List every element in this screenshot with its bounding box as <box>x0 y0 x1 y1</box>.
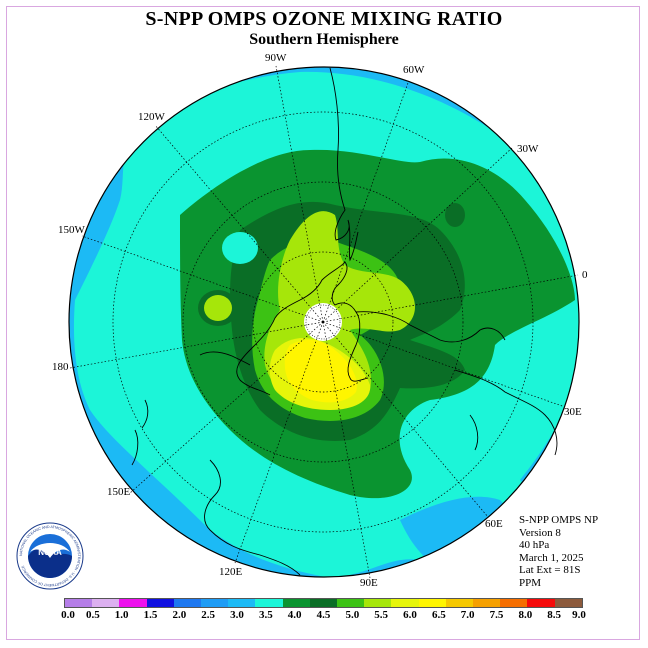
colorbar-swatch <box>445 599 474 607</box>
lon-label-150e: 150E <box>107 486 131 498</box>
field-band-6-5 <box>284 339 357 403</box>
colorbar-swatch <box>255 599 283 607</box>
colorbar-swatch <box>119 599 147 607</box>
ross-sea-coast <box>199 351 251 366</box>
info-version: Version 8 <box>519 526 561 539</box>
colorbar-tick-label: 1.5 <box>143 609 158 621</box>
lon-label-180: 180 <box>52 361 69 373</box>
globe-outline <box>68 66 580 578</box>
lon-label-150w: 150W <box>58 224 86 236</box>
logo-text: NOAA <box>38 548 62 557</box>
info-date: March 1, 2025 <box>519 551 584 564</box>
plot-frame <box>6 6 640 640</box>
map-title: S-NPP OMPS OZONE MIXING RATIO <box>145 8 503 30</box>
field-patch-3-5 <box>222 232 258 264</box>
colorbar-swatch <box>337 599 365 607</box>
colorbar <box>64 598 583 608</box>
colorbar-tick-label: 4.0 <box>287 609 302 621</box>
colorbar-swatch <box>173 599 202 607</box>
colorbar-tick-label: 6.5 <box>431 609 446 621</box>
colorbar-swatch <box>527 599 555 607</box>
madagascar-coast <box>469 414 479 451</box>
colorbar-swatch <box>418 599 446 607</box>
colorbar-swatch <box>554 599 582 607</box>
colorbar-swatch <box>65 599 93 607</box>
colorbar-tick-label: 2.0 <box>172 609 187 621</box>
colorbar-swatch <box>146 599 174 607</box>
info-lat-extent: Lat Ext = 81S <box>519 564 581 576</box>
colorbar-tick-label: 5.5 <box>374 609 389 621</box>
graticule <box>69 65 579 579</box>
colorbar-tick-label: 7.5 <box>489 609 504 621</box>
lon-label-90w: 90W <box>265 52 287 64</box>
colorbar-swatch <box>364 599 392 607</box>
pole-mask-inner <box>305 304 341 340</box>
map-subtitle: Southern Hemisphere <box>249 31 399 48</box>
south-america-coast <box>329 67 359 262</box>
colorbar-tick-label: 1.0 <box>114 609 129 621</box>
colorbar-swatch <box>228 599 256 607</box>
lon-label-120w: 120W <box>138 111 166 123</box>
colorbar-tick-label: 3.5 <box>258 609 273 621</box>
lon-label-30e: 30E <box>564 406 582 418</box>
colorbar-tick-labels: 0.0 0.5 1.0 1.5 2.0 2.5 3.0 3.5 4.0 4.5 5.0 5.5 6.0 6… <box>61 609 586 623</box>
lon-label-60w: 60W <box>403 64 425 76</box>
colorbar-tick-label: 7.0 <box>460 609 475 621</box>
colorbar-tick-label: 2.5 <box>201 609 216 621</box>
antarctica-coast-west <box>236 299 301 396</box>
ozone-field <box>69 67 579 577</box>
colorbar-swatch <box>92 599 120 607</box>
colorbar-tick-label: 4.5 <box>316 609 331 621</box>
antarctica-coast-east <box>355 311 506 343</box>
colorbar-tick-label: 8.0 <box>518 609 533 621</box>
coastlines <box>131 67 558 576</box>
field-patch-4-5-b <box>445 203 465 227</box>
colorbar-swatch <box>473 599 501 607</box>
colorbar-swatch <box>201 599 229 607</box>
longitude-labels: 90W 60W 30W 0 30E 60E 90E 120E 150E 180 … <box>52 52 588 589</box>
colorbar-tick-label: 3.0 <box>230 609 244 621</box>
colorbar-swatch <box>282 599 310 607</box>
africa-coast <box>454 369 558 456</box>
colorbar-tick-label: 9.0 <box>572 609 586 621</box>
field-patch-4-5-c <box>400 355 460 385</box>
australia-coast <box>204 459 301 576</box>
noaa-logo: NOAA NATIONAL OCEANIC AND ATMOSPHERIC AD… <box>16 522 84 590</box>
lon-label-30w: 30W <box>517 143 539 155</box>
colorbar-tick-label: 0.0 <box>61 609 75 621</box>
lon-label-60e: 60E <box>485 518 503 530</box>
colorbar-tick-label: 8.5 <box>547 609 562 621</box>
colorbar-swatch <box>309 599 338 607</box>
colorbar-tick-label: 0.5 <box>85 609 100 621</box>
lon-label-120e: 120E <box>219 566 243 578</box>
info-instrument: S-NPP OMPS NP <box>519 514 599 526</box>
lon-label-90e: 90E <box>360 577 378 589</box>
new-zealand-coast <box>131 399 149 466</box>
dataset-info: S-NPP OMPS NP Version 8 40 hPa March 1, … <box>519 514 598 589</box>
info-units: PPM <box>519 576 542 589</box>
field-patch-5-5 <box>204 295 232 321</box>
info-pressure-level: 40 hPa <box>519 539 550 551</box>
colorbar-swatch <box>500 599 528 607</box>
antarctic-peninsula <box>299 261 369 382</box>
colorbar-swatch <box>391 599 419 607</box>
colorbar-tick-label: 5.0 <box>345 609 360 621</box>
colorbar-tick-label: 6.0 <box>403 609 417 621</box>
lon-label-0: 0 <box>582 269 588 281</box>
